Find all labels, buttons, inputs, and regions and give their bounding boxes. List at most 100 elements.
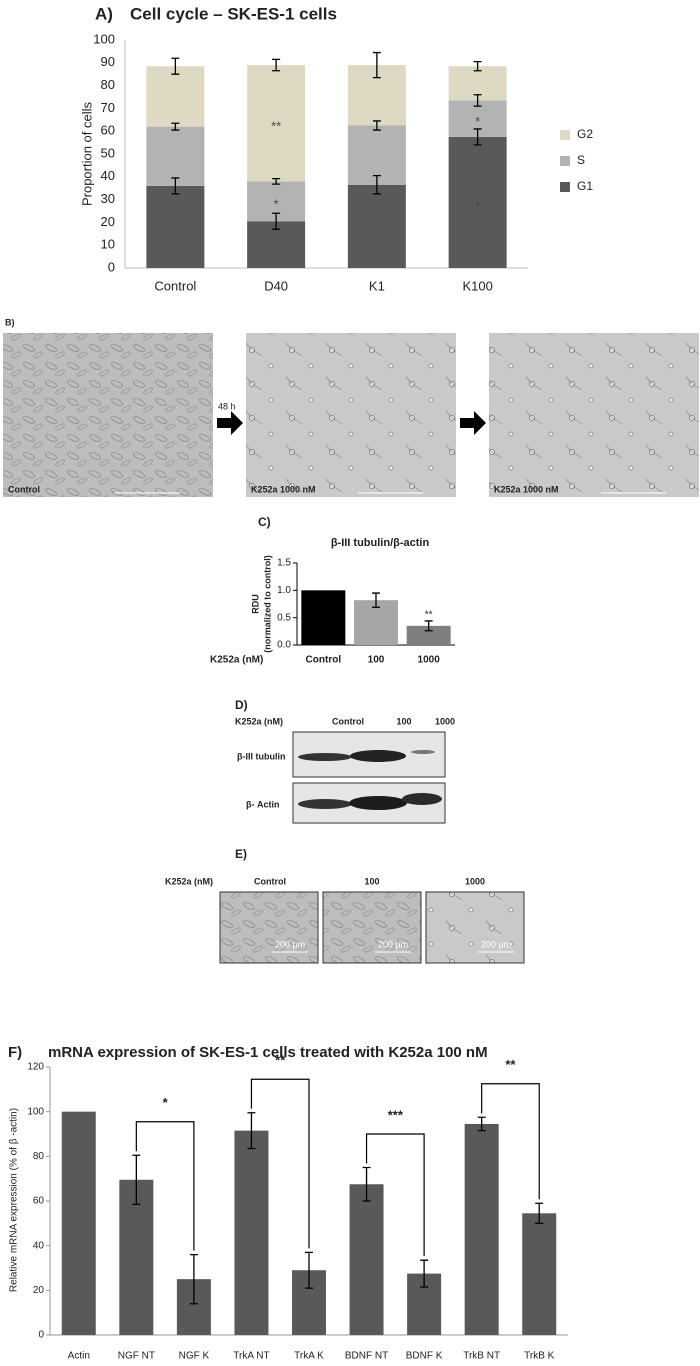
bar-segment [347,125,406,185]
y-tick-label: 30 [101,191,115,206]
y-axis-label: Relative mRNA expression (% of β -actin) [9,1108,20,1292]
column-label: Control [254,876,286,886]
error-bar [305,1251,313,1289]
band [349,796,407,810]
y-tick-label: 50 [101,145,115,160]
x-tick-label: TrkA K [294,1351,324,1362]
arrow [460,411,486,435]
significance-label: *** [388,1107,404,1122]
band [411,750,435,754]
bar-segment [146,185,205,268]
bar-segment [448,136,507,268]
bar-segment [146,66,205,127]
x-tick-label: D40 [264,278,288,293]
error-bar [362,1166,371,1202]
chart-title: Cell cycle – SK-ES-1 cells [130,4,337,23]
image-label: Control [8,484,40,494]
y-tick-label: 0.5 [277,612,291,623]
y-tick-label: 60 [101,123,115,138]
error-bar [171,122,180,131]
error-bar [247,1112,256,1150]
y-axis-label: (normalized to control) [262,555,272,653]
error-bar [424,620,433,632]
y-tick-label: 40 [33,1240,45,1251]
y-tick-label: 70 [101,100,115,115]
column-label: 100 [396,716,411,726]
x-tick-label: NGF K [179,1351,210,1362]
band [402,793,442,805]
error-bar [473,94,482,107]
error-bar [372,592,380,608]
y-tick-label: 120 [27,1062,44,1073]
row-label: β- Actin [246,799,280,809]
error-bar [272,58,281,72]
header: K252a (nM) [235,716,283,726]
header: K252a (nM) [165,876,213,886]
error-bar [372,51,381,79]
legend-label: G1 [577,179,593,193]
band [298,753,352,761]
significance-bracket [481,1083,540,1200]
legend-swatch [560,130,570,140]
y-tick-label: 100 [93,31,115,46]
micrograph [425,891,525,964]
y-tick-label: 20 [101,214,115,229]
panel-label: A) [95,4,113,23]
error-bar [477,1116,486,1132]
arrow [217,411,243,435]
y-tick-label: 0 [108,259,115,274]
error-bar [189,1253,198,1305]
y-tick-label: 0.0 [277,640,291,651]
annotation: ** [271,119,281,134]
y-tick-label: 40 [101,168,115,183]
x-tick-label: BDNF K [406,1351,443,1362]
chart-title: β-III tubulin/β-actin [331,537,430,549]
error-bar [132,1154,141,1205]
significance-label: * [163,1095,169,1110]
x-tick-label: 1000 [418,655,441,666]
bar-segment [146,126,205,186]
row-label: β-III tubulin [237,751,285,761]
column-label: 1000 [435,716,455,726]
micrograph [322,891,422,964]
image-label: K252a 1000 nM [251,484,316,494]
y-tick-label: 100 [27,1106,44,1117]
y-tick-label: 60 [33,1196,45,1207]
x-tick-label: K100 [462,278,492,293]
column-label: Control [332,716,364,726]
y-tick-label: 90 [101,54,115,69]
micrograph [3,333,213,497]
y-axis-label: Proportion of cells [79,101,94,206]
x-tick-label: TrkB K [524,1351,555,1362]
error-bar [272,177,281,185]
error-bar [420,1259,429,1288]
annotation: ** [425,610,433,621]
error-bar [473,61,482,72]
bar [464,1123,499,1335]
x-tick-label: 100 [368,655,385,666]
error-bar [272,212,281,230]
y-tick-label: 1.0 [277,585,291,596]
y-tick-label: 1.5 [277,558,291,569]
bar [301,590,346,645]
bar [349,1184,384,1335]
scale-bar-label: 200 µm [378,939,408,949]
y-tick-label: 80 [101,77,115,92]
band [350,750,406,762]
bar-segment [347,184,406,268]
micrograph [219,891,319,964]
annotation: * [475,114,480,129]
y-tick-label: 20 [33,1285,45,1296]
x-tick-label: NGF NT [118,1351,155,1362]
panel-label: D) [235,698,248,712]
bar [119,1179,154,1335]
y-axis-label: RDU [250,594,260,614]
significance-bracket [365,1133,425,1257]
y-tick-label: 80 [33,1151,45,1162]
arrow-label: 48 h [218,401,236,411]
x-tick-label: Control [154,278,196,293]
x-tick-label: TrkB NT [463,1351,500,1362]
significance-label: ** [505,1057,516,1072]
error-bar [535,1202,544,1224]
